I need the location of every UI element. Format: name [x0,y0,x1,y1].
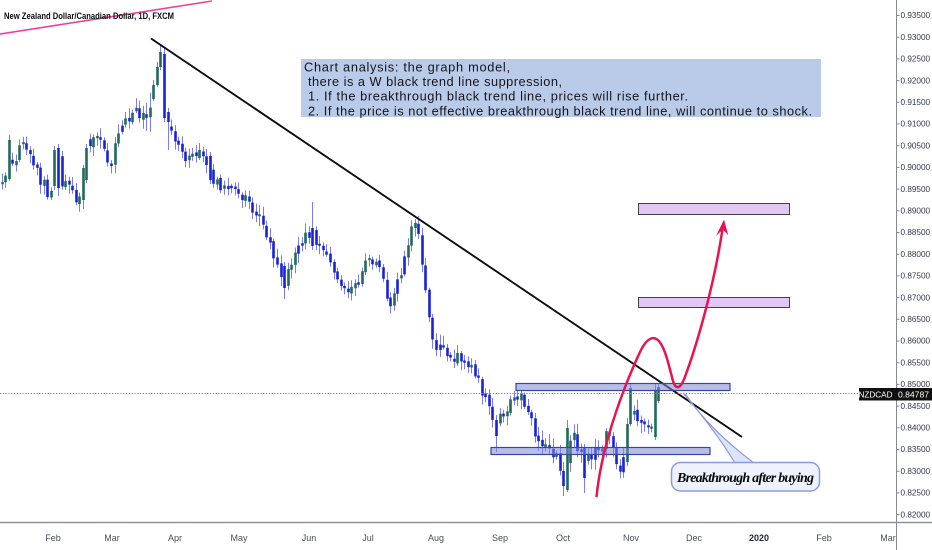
svg-text:0.86500: 0.86500 [901,315,931,324]
svg-text:2. If the price is not effecti: 2. If the price is not effective breakth… [308,103,812,118]
svg-text:NZDCAD: NZDCAD [858,391,892,400]
svg-text:0.88000: 0.88000 [901,250,931,259]
svg-text:Mar: Mar [104,533,120,543]
svg-text:0.91500: 0.91500 [901,98,931,107]
svg-text:0.87500: 0.87500 [901,272,931,281]
svg-text:0.91000: 0.91000 [901,120,931,129]
svg-text:0.84500: 0.84500 [901,402,931,411]
svg-text:Sep: Sep [492,533,508,543]
svg-text:0.93000: 0.93000 [901,33,931,42]
svg-text:Nov: Nov [623,533,640,543]
svg-text:Oct: Oct [556,533,571,543]
svg-text:Feb: Feb [816,533,832,543]
svg-text:0.82500: 0.82500 [901,489,931,498]
svg-text:1. If the breakthrough black t: 1. If the breakthrough black trend line,… [308,89,688,104]
svg-text:0.89500: 0.89500 [901,185,931,194]
svg-text:0.90000: 0.90000 [901,163,931,172]
svg-text:2020: 2020 [749,533,769,543]
svg-text:Dec: Dec [686,533,703,543]
svg-text:0.90500: 0.90500 [901,141,931,150]
svg-text:0.84000: 0.84000 [901,424,931,433]
svg-text:New Zealand Dollar/Canadian Do: New Zealand Dollar/Canadian Dollar, 1D, … [4,11,174,22]
svg-text:0.93500: 0.93500 [901,11,931,20]
svg-text:0.83000: 0.83000 [901,467,931,476]
svg-text:0.89000: 0.89000 [901,207,931,216]
svg-text:0.83500: 0.83500 [901,445,931,454]
svg-text:Breakthrough after buying: Breakthrough after buying [676,471,814,486]
svg-text:0.82000: 0.82000 [901,510,931,519]
svg-text:Jul: Jul [362,533,374,543]
svg-text:0.84787: 0.84787 [898,389,929,399]
svg-text:0.85000: 0.85000 [901,380,931,389]
svg-text:May: May [230,533,248,543]
svg-text:Jun: Jun [302,533,317,543]
svg-text:Feb: Feb [45,533,61,543]
svg-text:0.92000: 0.92000 [901,76,931,85]
svg-text:Aug: Aug [428,533,444,543]
svg-text:there is a W black trend line: there is a W black trend line suppressio… [308,74,562,89]
svg-text:Chart analysis: the graph mode: Chart analysis: the graph model, [304,60,510,75]
svg-text:Mar: Mar [880,533,896,543]
svg-text:Apr: Apr [168,533,182,543]
svg-text:0.87000: 0.87000 [901,293,931,302]
svg-text:0.88500: 0.88500 [901,228,931,237]
svg-text:0.86000: 0.86000 [901,337,931,346]
svg-text:0.85500: 0.85500 [901,358,931,367]
svg-text:0.92500: 0.92500 [901,55,931,64]
